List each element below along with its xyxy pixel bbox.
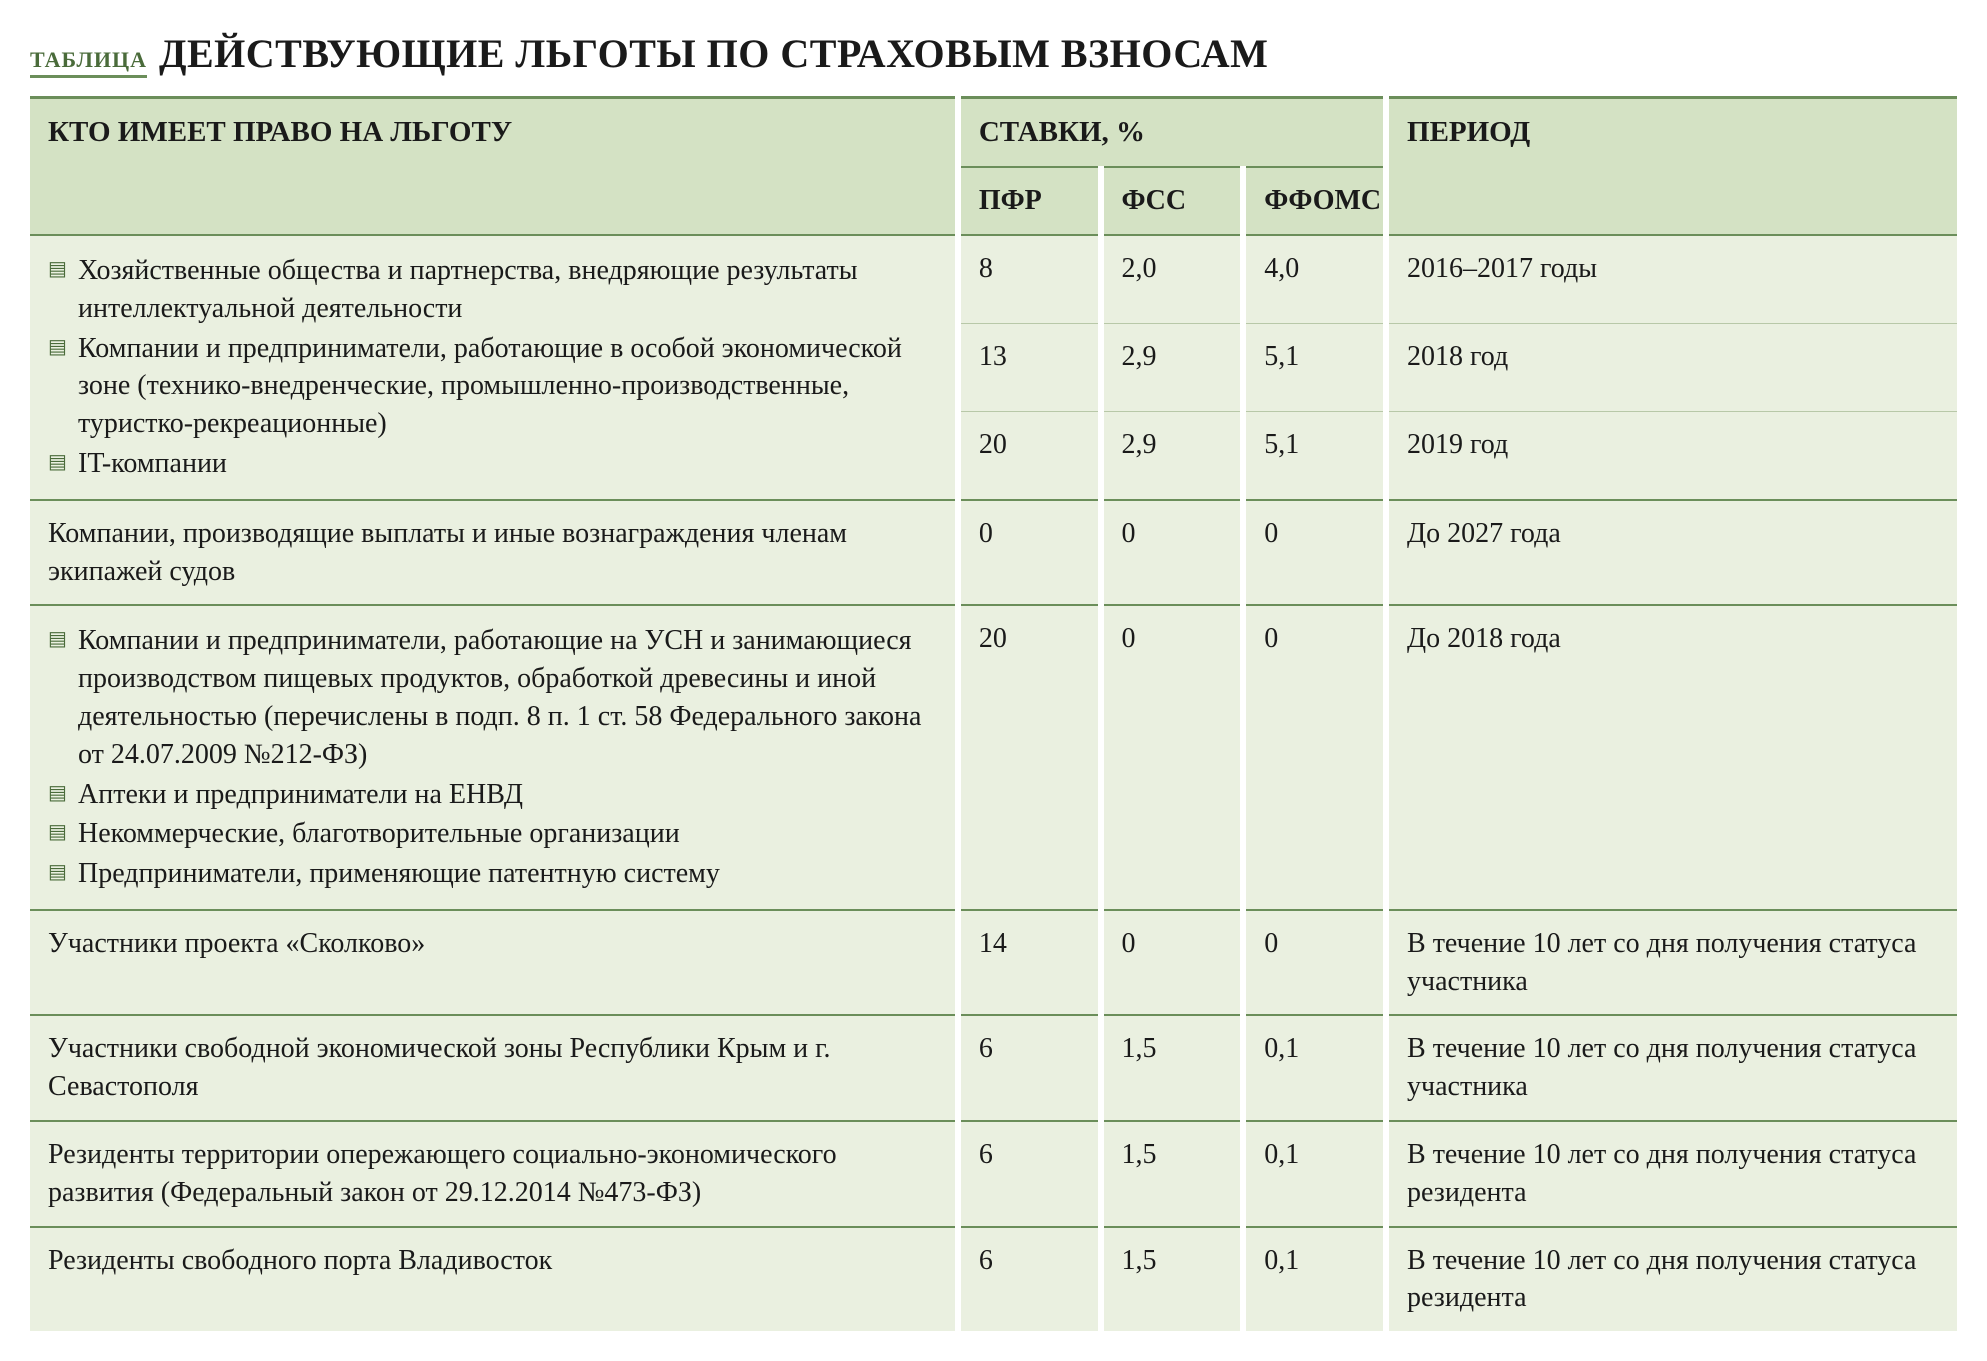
col-pfr: ПФР: [958, 167, 1101, 235]
title-row: ТАБЛИЦА ДЕЙСТВУЮЩИЕ ЛЬГОТЫ ПО СТРАХОВЫМ …: [30, 30, 1957, 78]
ffoms-cell: 0: [1243, 500, 1386, 606]
ffoms-cell: 0,1: [1243, 1121, 1386, 1227]
bullet-list: Компании и предприниматели, работающие н…: [48, 622, 937, 893]
pfr-cell: 0: [958, 500, 1101, 606]
fss-cell: 1,5: [1101, 1015, 1244, 1121]
bullet-list: Хозяйственные общества и партнерства, вн…: [48, 252, 937, 483]
table-row: Участники свободной экономической зоны Р…: [30, 1015, 1957, 1121]
list-item: Аптеки и предприниматели на ЕНВД: [48, 776, 937, 814]
col-period: ПЕРИОД: [1386, 98, 1957, 235]
col-who: КТО ИМЕЕТ ПРАВО НА ЛЬГОТУ: [30, 98, 958, 235]
pfr-cell: 14: [958, 910, 1101, 1016]
period-cell: В течение 10 лет со дня по­лучения стату…: [1386, 1121, 1957, 1227]
who-cell: Резиденты свободного порта Владивосток: [30, 1227, 958, 1332]
pfr-cell: 20: [958, 605, 1101, 910]
table-row: Участники проекта «Сколково» 14 0 0 В те…: [30, 910, 1957, 1016]
fss-cell: 2,9: [1101, 411, 1244, 500]
period-cell: В течение 10 лет со дня по­лучения стату…: [1386, 910, 1957, 1016]
benefits-table: КТО ИМЕЕТ ПРАВО НА ЛЬГОТУ СТАВКИ, % ПЕРИ…: [30, 96, 1957, 1331]
ffoms-cell: 0,1: [1243, 1227, 1386, 1332]
fss-cell: 1,5: [1101, 1121, 1244, 1227]
fss-cell: 0: [1101, 605, 1244, 910]
ffoms-cell: 4,0: [1243, 235, 1386, 323]
period-cell: В течение 10 лет со дня по­лучения стату…: [1386, 1227, 1957, 1332]
period-cell: До 2027 года: [1386, 500, 1957, 606]
list-item: Хозяйственные общества и партнерства, вн…: [48, 252, 937, 328]
period-cell: 2019 год: [1386, 411, 1957, 500]
table-row: Резиденты свободного порта Владивосток 6…: [30, 1227, 1957, 1332]
col-ffoms: ФФОМС: [1243, 167, 1386, 235]
fss-cell: 1,5: [1101, 1227, 1244, 1332]
table-row: Компании и предприниматели, работающие н…: [30, 605, 1957, 910]
list-item: Предприниматели, применяющие патентную с…: [48, 855, 937, 893]
ffoms-cell: 0: [1243, 605, 1386, 910]
pfr-cell: 6: [958, 1015, 1101, 1121]
pfr-cell: 6: [958, 1227, 1101, 1332]
fss-cell: 2,9: [1101, 323, 1244, 411]
pfr-cell: 8: [958, 235, 1101, 323]
list-item: IT-компании: [48, 445, 937, 483]
period-cell: 2018 год: [1386, 323, 1957, 411]
header-row-1: КТО ИМЕЕТ ПРАВО НА ЛЬГОТУ СТАВКИ, % ПЕРИ…: [30, 98, 1957, 168]
col-fss: ФСС: [1101, 167, 1244, 235]
who-cell: Компании и предприниматели, работающие н…: [30, 605, 958, 910]
fss-cell: 2,0: [1101, 235, 1244, 323]
who-cell: Участники проекта «Сколково»: [30, 910, 958, 1016]
who-cell: Хозяйственные общества и партнерства, вн…: [30, 235, 958, 500]
period-cell: До 2018 года: [1386, 605, 1957, 910]
list-item: Некоммерческие, благотворительные органи…: [48, 815, 937, 853]
who-cell: Резиденты территории опережающего социал…: [30, 1121, 958, 1227]
ffoms-cell: 5,1: [1243, 411, 1386, 500]
col-rates: СТАВКИ, %: [958, 98, 1386, 168]
period-cell: В течение 10 лет со дня по­лучения стату…: [1386, 1015, 1957, 1121]
list-item: Компании и предприниматели, работающие н…: [48, 622, 937, 773]
table-row: Компании, производящие выплаты и иные во…: [30, 500, 1957, 606]
ffoms-cell: 0: [1243, 910, 1386, 1016]
table-tag: ТАБЛИЦА: [30, 47, 147, 78]
ffoms-cell: 5,1: [1243, 323, 1386, 411]
table-row: Резиденты территории опережающего социал…: [30, 1121, 1957, 1227]
period-cell: 2016–2017 годы: [1386, 235, 1957, 323]
table-title: ДЕЙСТВУЮЩИЕ ЛЬГОТЫ ПО СТРАХОВЫМ ВЗНОСАМ: [159, 30, 1268, 77]
fss-cell: 0: [1101, 910, 1244, 1016]
pfr-cell: 20: [958, 411, 1101, 500]
list-item: Компании и предприниматели, работающие в…: [48, 330, 937, 443]
pfr-cell: 6: [958, 1121, 1101, 1227]
ffoms-cell: 0,1: [1243, 1015, 1386, 1121]
table-row: Хозяйственные общества и партнерства, вн…: [30, 235, 1957, 323]
pfr-cell: 13: [958, 323, 1101, 411]
table-container: ТАБЛИЦА ДЕЙСТВУЮЩИЕ ЛЬГОТЫ ПО СТРАХОВЫМ …: [30, 30, 1957, 1331]
fss-cell: 0: [1101, 500, 1244, 606]
who-cell: Компании, производящие выплаты и иные во…: [30, 500, 958, 606]
who-cell: Участники свободной экономической зоны Р…: [30, 1015, 958, 1121]
